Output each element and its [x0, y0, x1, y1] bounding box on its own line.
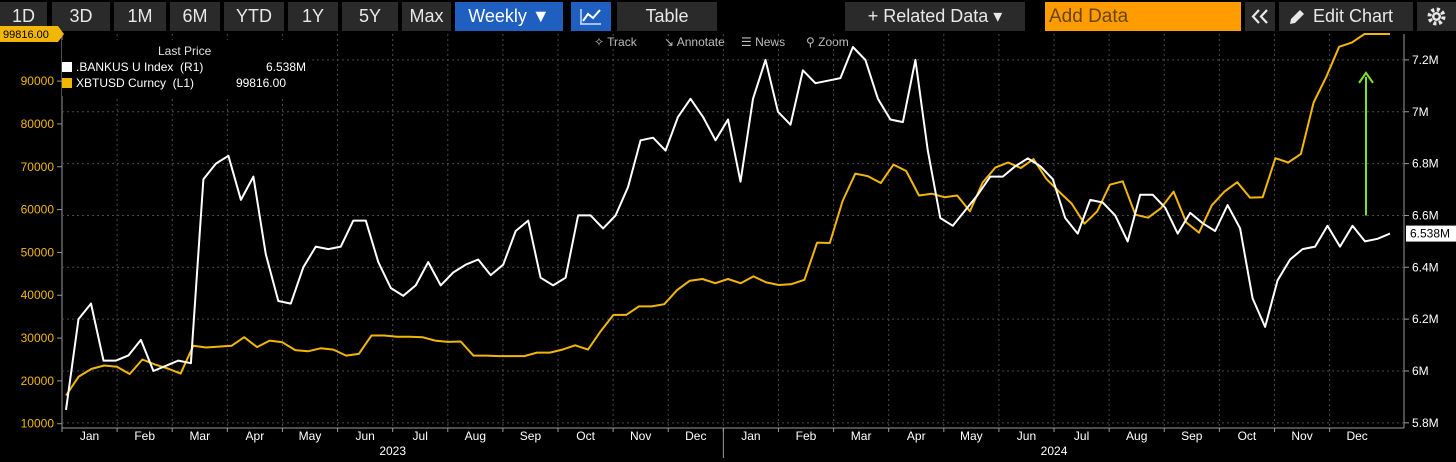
x-month-label: Nov — [1291, 429, 1312, 443]
left-tick-label: 80000 — [21, 117, 55, 131]
legend-name-bankus: .BANKUS U Index (R1) — [76, 60, 204, 74]
right-tick-label: 6.8M — [1412, 157, 1439, 171]
annotate-button[interactable]: ↘ Annotate — [664, 35, 725, 49]
last-value-tag-right-text: 6.538M — [1410, 227, 1450, 241]
x-month-label: Aug — [1126, 429, 1147, 443]
x-month-label: Oct — [1238, 429, 1257, 443]
double-chevron-left-icon — [1251, 9, 1268, 24]
x-month-label: Sep — [1181, 429, 1203, 443]
period-6m-button[interactable]: 6M — [170, 2, 220, 31]
x-month-label: Jan — [741, 429, 760, 443]
x-month-label: May — [960, 429, 983, 443]
legend-swatch-bankus — [62, 62, 72, 72]
track-label: Track — [607, 35, 637, 49]
zoom-button[interactable]: ⚲ Zoom — [806, 35, 849, 49]
x-month-label: Mar — [851, 429, 872, 443]
period-ytd-button[interactable]: YTD — [224, 2, 284, 31]
x-month-label: Dec — [685, 429, 706, 443]
period-1d-button[interactable]: 1D — [0, 2, 47, 31]
right-tick-label: 6.2M — [1412, 312, 1439, 326]
legend-swatch-xbtusd — [62, 78, 72, 88]
right-tick-label: 6.4M — [1412, 260, 1439, 274]
left-tick-label: 50000 — [21, 245, 55, 259]
x-month-label: Mar — [189, 429, 210, 443]
x-month-label: Feb — [134, 429, 155, 443]
edit-chart-label: Edit Chart — [1313, 6, 1394, 26]
add-data-input[interactable]: Add Data — [1045, 2, 1241, 31]
right-tick-label: 7.2M — [1412, 53, 1439, 67]
right-tick-label: 6M — [1412, 364, 1429, 378]
left-tick-label: 20000 — [21, 374, 55, 388]
news-button[interactable]: ☰ News — [741, 35, 786, 49]
x-month-label: Oct — [576, 429, 595, 443]
line-chart-button[interactable] — [571, 2, 611, 31]
left-tick-label: 40000 — [21, 288, 55, 302]
series-line-bankus — [65, 46, 1391, 411]
legend-item-bankus: .BANKUS U Index (R1) 6.538M — [62, 59, 306, 75]
left-tick-label: 70000 — [21, 160, 55, 174]
x-month-label: Aug — [465, 429, 486, 443]
track-button[interactable]: ✧ Track — [594, 35, 637, 49]
right-tick-label: 7M — [1412, 105, 1429, 119]
x-month-label: Jan — [80, 429, 99, 443]
left-tick-label: 60000 — [21, 203, 55, 217]
period-max-button[interactable]: Max — [402, 2, 451, 31]
x-month-label: Jul — [1074, 429, 1089, 443]
x-month-label: Dec — [1346, 429, 1367, 443]
x-month-label: Jun — [1017, 429, 1036, 443]
right-tick-label: 6.6M — [1412, 208, 1439, 222]
chart-legend: Last Price .BANKUS U Index (R1) 6.538M X… — [62, 40, 308, 96]
x-month-label: Jul — [413, 429, 428, 443]
x-month-label: Jun — [355, 429, 374, 443]
right-tick-label: 5.8M — [1412, 416, 1439, 430]
gear-icon — [1427, 7, 1446, 26]
x-month-label: Apr — [246, 429, 265, 443]
legend-name-xbtusd: XBTUSD Curncy (L1) — [76, 76, 195, 90]
x-month-label: Apr — [907, 429, 926, 443]
news-label: News — [755, 35, 786, 49]
frequency-dropdown[interactable]: Weekly ▼ — [455, 2, 563, 31]
left-tick-label: 90000 — [21, 74, 55, 88]
x-year-label: 2024 — [1041, 444, 1068, 458]
pencil-icon — [1290, 10, 1304, 24]
zoom-label: Zoom — [818, 35, 849, 49]
legend-header: Last Price — [158, 44, 212, 58]
legend-value-bankus: 6.538M — [265, 60, 306, 74]
left-tick-label: 30000 — [21, 331, 55, 345]
last-value-tag-right — [1406, 225, 1456, 242]
annotation-arrow-head — [1358, 71, 1374, 84]
left-tick-label: 10000 — [21, 417, 55, 431]
x-month-label: Sep — [520, 429, 542, 443]
legend-value-xbtusd: 99816.00 — [235, 76, 286, 90]
table-button[interactable]: Table — [617, 2, 717, 31]
x-month-label: May — [299, 429, 322, 443]
period-1y-button[interactable]: 1Y — [288, 2, 338, 31]
settings-button[interactable] — [1417, 2, 1456, 31]
related-data-button[interactable]: + Related Data ▾ — [845, 2, 1025, 31]
collapse-button[interactable] — [1245, 2, 1275, 31]
period-5y-button[interactable]: 5Y — [342, 2, 398, 31]
period-1m-button[interactable]: 1M — [114, 2, 166, 31]
edit-chart-button[interactable]: Edit Chart — [1279, 2, 1413, 31]
toolbar: 1D 3D 1M 6M YTD 1Y 5Y Max Weekly ▼ Table… — [0, 0, 1456, 34]
period-3d-button[interactable]: 3D — [52, 2, 110, 31]
x-month-label: Nov — [630, 429, 651, 443]
x-year-label: 2023 — [379, 444, 406, 458]
legend-item-xbtusd: XBTUSD Curncy (L1) 99816.00 — [62, 75, 306, 91]
x-month-label: Feb — [796, 429, 817, 443]
annotate-label: Annotate — [676, 35, 725, 49]
line-chart-icon — [580, 9, 601, 25]
